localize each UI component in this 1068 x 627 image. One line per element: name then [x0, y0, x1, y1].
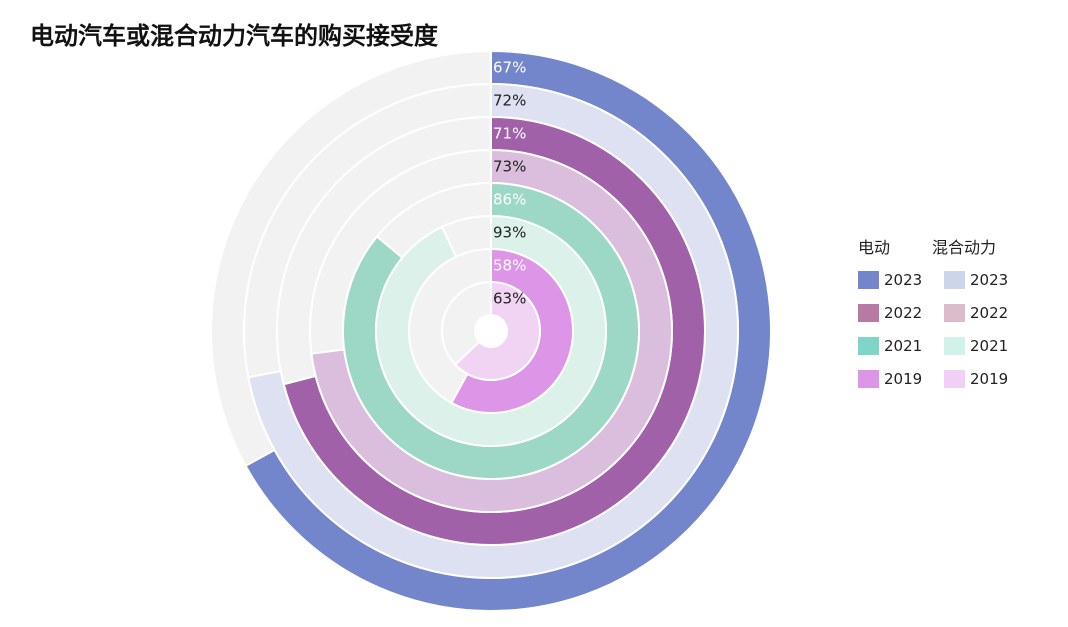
legend-label: 2021 — [884, 337, 923, 355]
legend-swatch — [858, 304, 879, 322]
legend-swatch — [858, 370, 879, 388]
ring-value-label-1: 67% — [493, 59, 526, 77]
legend-label: 2022 — [970, 304, 1009, 322]
ring-value-label-7: 58% — [493, 257, 526, 275]
chart-title: 电动汽车或混合动力汽车的购买接受度 — [30, 22, 438, 50]
legend-label: 2019 — [884, 370, 923, 388]
legend-item-hybrid-2019: 2019 — [944, 370, 1008, 388]
legend-item-hybrid-2021: 2021 — [944, 337, 1008, 355]
legend-label: 2023 — [884, 271, 923, 289]
legend-item-hybrid-2022: 2022 — [944, 304, 1008, 322]
ring-value-label-4: 73% — [493, 158, 526, 176]
legend-item-hybrid-2023: 2023 — [944, 271, 1008, 289]
legend-swatch — [858, 337, 879, 355]
legend-group-title-electric: 电动 — [858, 238, 891, 257]
ring-value-label-6: 93% — [493, 224, 526, 242]
legend-swatch — [944, 337, 965, 355]
legend-swatch — [858, 271, 879, 289]
legend-swatch — [944, 271, 965, 289]
ring-bar-hybrid-2019 — [453, 280, 541, 381]
legend-item-electric-2023: 2023 — [858, 271, 922, 289]
legend-swatch — [944, 304, 965, 322]
legend-label: 2021 — [970, 337, 1009, 355]
ring-value-label-8: 63% — [493, 290, 526, 308]
legend-item-electric-2021: 2021 — [858, 337, 922, 355]
ring-value-label-3: 71% — [493, 125, 526, 143]
legend-label: 2022 — [884, 304, 923, 322]
legend-label: 2023 — [970, 271, 1009, 289]
legend-item-electric-2019: 2019 — [858, 370, 922, 388]
ring-value-label-2: 72% — [493, 92, 526, 110]
legend-item-electric-2022: 2022 — [858, 304, 922, 322]
legend-group-title-hybrid: 混合动力 — [932, 238, 997, 257]
legend-swatch — [944, 370, 965, 388]
legend-label: 2019 — [970, 370, 1009, 388]
ring-value-label-5: 86% — [493, 191, 526, 209]
